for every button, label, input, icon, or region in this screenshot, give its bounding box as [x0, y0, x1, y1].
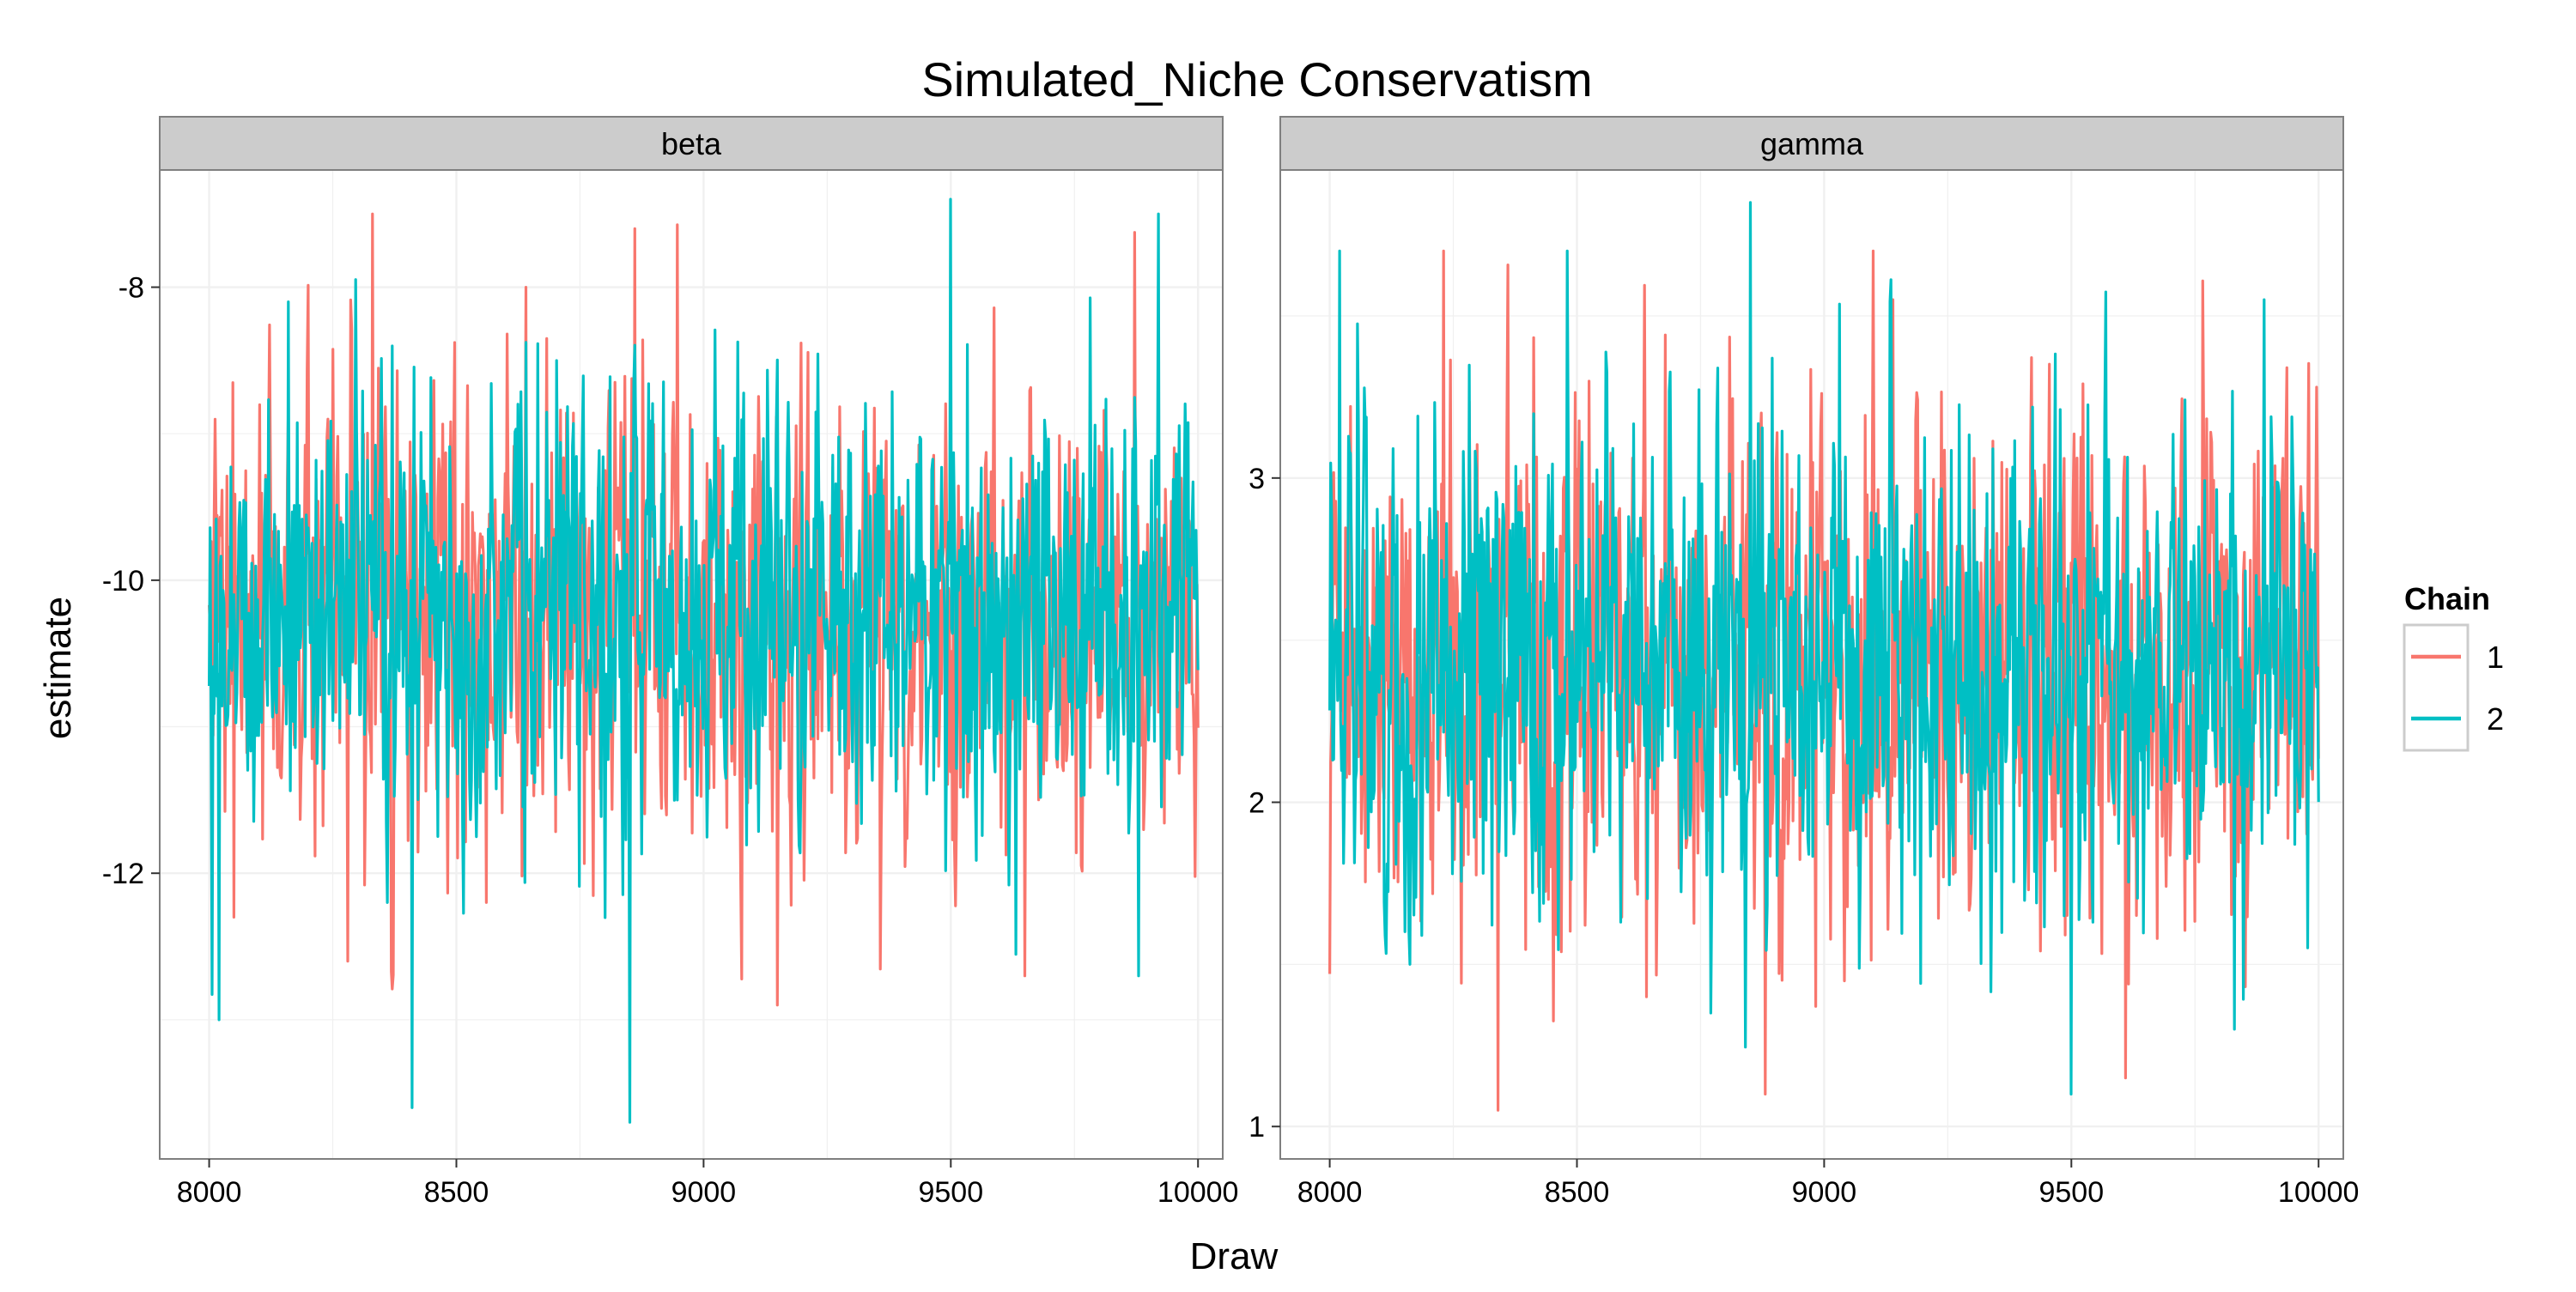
y-tick-label: 2 — [1249, 787, 1265, 820]
facet-panels: beta 8000 8500 9000 9500 10000 -12 -10 -8 gamma 80… — [102, 116, 2360, 1209]
facet-strip-label: gamma — [1760, 126, 1864, 161]
facet-strip-gamma — [1279, 116, 2344, 171]
x-axis-label: Draw — [1190, 1235, 1279, 1277]
legend-label: 1 — [2487, 640, 2504, 675]
x-tick-label: 10000 — [2278, 1176, 2360, 1209]
facet-strip-label: beta — [661, 126, 722, 161]
y-tick-label: 3 — [1249, 463, 1265, 495]
x-tick-label: 9000 — [671, 1176, 737, 1209]
x-tick-label: 8500 — [1545, 1176, 1610, 1209]
legend-key-box — [2403, 623, 2470, 752]
y-tick-label: -10 — [102, 565, 144, 597]
panel-beta: beta 8000 8500 9000 9500 10000 -12 -10 -8 — [102, 116, 1239, 1209]
y-tick-label: -12 — [102, 858, 144, 890]
legend: Chain 12 — [2403, 581, 2504, 752]
x-tick-label: 10000 — [1157, 1176, 1239, 1209]
panel-border — [159, 169, 1224, 1160]
legend-entries: 12 — [2411, 640, 2504, 737]
x-tick-label: 8500 — [424, 1176, 489, 1209]
x-tick-label: 8000 — [177, 1176, 242, 1209]
x-tick-label: 8000 — [1297, 1176, 1363, 1209]
y-tick-label: -8 — [118, 272, 144, 305]
panel-gamma: gamma 8000 8500 9000 9500 10000 1 2 3 — [1249, 116, 2360, 1209]
y-tick-label: 1 — [1249, 1111, 1265, 1143]
x-tick-label: 9000 — [1792, 1176, 1857, 1209]
x-tick-label: 9500 — [2038, 1176, 2104, 1209]
series-line-chain-2 — [1328, 201, 2320, 1096]
panel-border — [1279, 169, 2344, 1160]
legend-title: Chain — [2404, 581, 2490, 616]
y-axis-label: estimate — [37, 597, 79, 739]
chart-title: Simulated_Niche Conservatism — [921, 52, 1592, 106]
series-line-chain-2 — [208, 197, 1200, 1124]
legend-label: 2 — [2487, 701, 2504, 737]
facet-strip-beta — [159, 116, 1224, 171]
x-tick-label: 9500 — [918, 1176, 983, 1209]
